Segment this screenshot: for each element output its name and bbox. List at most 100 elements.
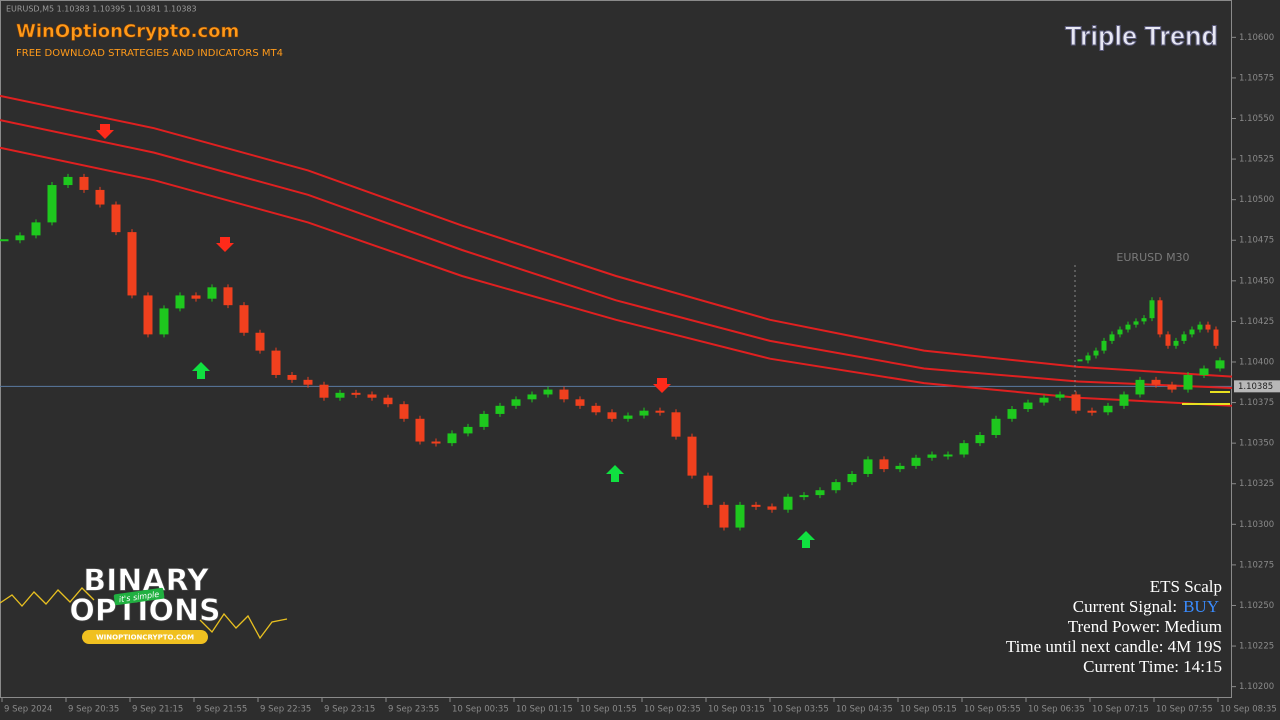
x-tick-label: 10 Sep 07:15	[1092, 705, 1149, 715]
candle	[655, 410, 665, 413]
candle	[1023, 402, 1033, 410]
y-tick-label: 1.10475	[1239, 236, 1274, 246]
candle	[111, 204, 121, 233]
x-tick-label: 10 Sep 08:35	[1220, 705, 1277, 715]
x-tick-label: 9 Sep 22:35	[260, 705, 311, 715]
candle	[1197, 324, 1203, 330]
candle	[239, 305, 249, 333]
candle	[1199, 368, 1209, 375]
y-tick-label: 1.10450	[1239, 276, 1274, 286]
candle	[335, 392, 345, 398]
candle	[495, 405, 505, 414]
candle	[767, 506, 777, 510]
x-tick-label: 10 Sep 03:55	[772, 705, 829, 715]
candle	[911, 457, 921, 466]
x-tick-label: 9 Sep 23:15	[324, 705, 375, 715]
candle	[543, 389, 553, 395]
candle	[943, 454, 953, 457]
indicator-name: ETS Scalp	[1150, 577, 1222, 596]
sell-arrow	[653, 378, 671, 393]
y-tick-label: 1.10575	[1239, 73, 1274, 83]
x-tick-label: 9 Sep 20:35	[68, 705, 119, 715]
signal-arrows	[96, 124, 815, 548]
y-tick-label: 1.10350	[1239, 439, 1274, 449]
candle	[1039, 397, 1049, 403]
current-price-label: 1.10385	[1238, 382, 1273, 392]
candle	[703, 475, 713, 505]
signal-label: Current Signal:	[1073, 597, 1177, 616]
signal-value: BUY	[1183, 597, 1219, 616]
candle	[991, 418, 1001, 436]
candle	[799, 495, 809, 498]
current-time: Current Time: 14:15	[1083, 657, 1222, 676]
candle	[975, 435, 985, 444]
info-panel: ETS Scalp Current Signal: BUY Trend Power…	[1006, 577, 1222, 676]
candle	[879, 459, 889, 470]
candle	[47, 185, 57, 223]
candle	[63, 176, 73, 186]
candle	[1141, 318, 1147, 322]
candle	[367, 394, 377, 398]
x-tick-label: 10 Sep 02:35	[644, 705, 701, 715]
candle	[927, 454, 937, 458]
candle	[639, 410, 649, 416]
candle	[207, 287, 217, 299]
x-tick-label: 9 Sep 23:55	[388, 705, 439, 715]
candle	[671, 412, 681, 437]
logo-zigzag	[0, 587, 95, 607]
candle	[479, 413, 489, 427]
plot-frame	[0, 0, 1232, 698]
buy-arrow	[797, 531, 815, 548]
x-tick-label: 9 Sep 21:55	[196, 705, 247, 715]
x-tick-label: 10 Sep 04:35	[836, 705, 893, 715]
candle	[607, 412, 617, 419]
y-tick-label: 1.10225	[1239, 642, 1274, 652]
current-price-box	[1234, 380, 1280, 393]
candle	[895, 465, 905, 470]
candle	[399, 404, 409, 419]
candle	[127, 232, 137, 296]
candle	[831, 482, 841, 491]
candle	[783, 496, 793, 510]
candle	[591, 405, 601, 413]
candle	[735, 504, 745, 528]
x-tick-label: 10 Sep 00:35	[452, 705, 509, 715]
candle	[1151, 379, 1161, 385]
y-tick-label: 1.10425	[1239, 317, 1274, 327]
y-tick-label: 1.10525	[1239, 155, 1274, 165]
x-tick-label: 9 Sep 2024	[4, 705, 52, 715]
y-tick-label: 1.10550	[1239, 114, 1274, 124]
x-tick-label: 10 Sep 06:35	[1028, 705, 1085, 715]
candle	[95, 189, 105, 205]
moving-average	[0, 146, 1233, 407]
candle	[1165, 334, 1171, 346]
candle	[1173, 340, 1179, 346]
candle	[687, 436, 697, 476]
candle	[287, 374, 297, 380]
candle	[223, 287, 233, 306]
candle	[1135, 379, 1145, 395]
candle	[1101, 340, 1107, 351]
candle	[1007, 409, 1017, 419]
candle	[0, 239, 9, 242]
candle	[559, 389, 569, 400]
tagline: FREE DOWNLOAD STRATEGIES AND INDICATORS …	[16, 48, 283, 59]
signal-line: Current Signal: BUY	[1073, 597, 1219, 616]
candle	[1213, 329, 1219, 346]
candle	[15, 235, 25, 241]
candle	[431, 441, 441, 444]
x-tick-label: 10 Sep 05:15	[900, 705, 957, 715]
sell-arrow	[96, 124, 114, 139]
candle	[1215, 360, 1225, 369]
x-tick-label: 10 Sep 03:15	[708, 705, 765, 715]
candle	[255, 332, 265, 351]
y-tick-label: 1.10275	[1239, 560, 1274, 570]
symbol-line: EURUSD,M5 1.10383 1.10395 1.10381 1.1038…	[6, 5, 197, 14]
buy-arrow	[192, 362, 210, 379]
indicator-title: Triple Trend	[1065, 21, 1218, 51]
candle	[511, 399, 521, 406]
inset-label: EURUSD M30	[1116, 251, 1189, 264]
y-tick-label: 1.10400	[1239, 357, 1274, 367]
trend-power: Trend Power: Medium	[1068, 617, 1222, 636]
